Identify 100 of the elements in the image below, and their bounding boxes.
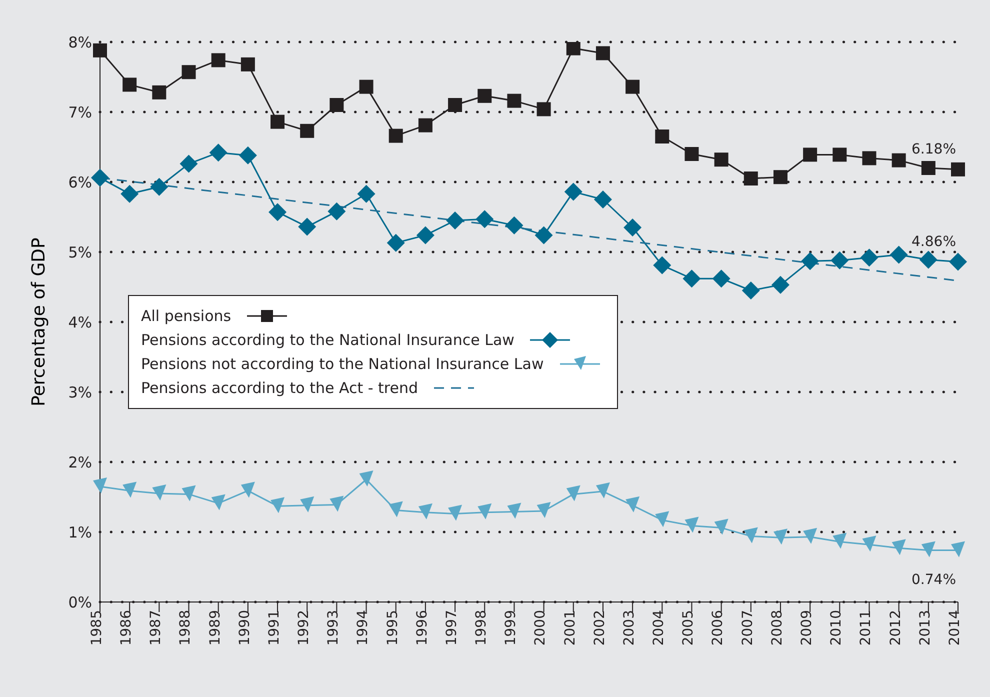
point <box>418 503 432 520</box>
x-tick-label: 1995 <box>384 610 401 646</box>
point <box>300 124 314 138</box>
point <box>268 203 287 222</box>
x-tick-label: 2011 <box>858 610 874 646</box>
y-axis-title: Percentage of GDP <box>28 238 50 406</box>
point <box>476 210 494 228</box>
y-tick-label: 5% <box>68 243 92 262</box>
point <box>418 118 432 132</box>
point <box>890 246 908 264</box>
x-tick-label: 1985 <box>88 610 105 646</box>
point <box>330 496 344 512</box>
point <box>566 485 580 502</box>
point <box>122 78 137 92</box>
point <box>564 182 582 201</box>
point <box>534 226 553 244</box>
x-tick-label: 2008 <box>769 610 786 646</box>
x-tick-label: 2000 <box>532 610 549 646</box>
legend-label: Pensions according to the National Insurance Law <box>141 331 514 349</box>
x-tick-label: 1998 <box>474 610 490 646</box>
point <box>209 144 228 162</box>
x-tick-label: 1992 <box>296 610 312 646</box>
point <box>507 94 522 108</box>
point <box>328 202 346 220</box>
x-tick-label: 1997 <box>444 610 460 646</box>
x-tick-label: 2012 <box>888 610 904 646</box>
point <box>801 252 820 270</box>
point <box>238 146 257 164</box>
point <box>803 528 818 544</box>
point <box>919 250 938 269</box>
x-tick-label: 2003 <box>621 610 638 646</box>
y-tick-label: 3% <box>68 383 92 402</box>
point <box>566 42 580 56</box>
y-tick-label: 6% <box>68 173 92 192</box>
point <box>773 528 788 545</box>
point <box>771 276 790 294</box>
point <box>832 148 847 162</box>
point <box>773 170 788 184</box>
point <box>624 218 642 236</box>
x-tick-label: 1999 <box>503 610 520 646</box>
y-tick-label: 4% <box>68 313 92 332</box>
point <box>270 114 285 129</box>
x-tick-label: 1987 <box>148 610 164 646</box>
x-tick-label: 2001 <box>562 610 578 646</box>
x-tick-label: 2005 <box>680 610 697 646</box>
point <box>921 161 936 175</box>
annotation: 6.18% <box>912 141 956 158</box>
point <box>626 80 640 94</box>
point <box>330 98 344 112</box>
point <box>684 147 699 161</box>
point <box>505 216 524 234</box>
point <box>448 504 462 521</box>
x-tick-label: 2013 <box>917 610 934 646</box>
point <box>921 541 936 558</box>
x-tick-label: 1988 <box>178 610 194 646</box>
point <box>270 497 285 514</box>
point <box>211 53 226 68</box>
point <box>120 184 139 203</box>
y-tick-label: 1% <box>68 523 92 542</box>
point <box>91 168 109 187</box>
x-tick-label: 2010 <box>828 610 845 646</box>
point <box>150 178 168 196</box>
point <box>596 482 610 498</box>
x-tick-label: 2002 <box>592 610 608 646</box>
x-tick-label: 1994 <box>355 610 372 646</box>
x-tick-label: 2014 <box>946 610 963 646</box>
point <box>951 162 965 176</box>
point <box>949 252 967 271</box>
point <box>655 511 670 528</box>
point <box>448 98 462 112</box>
point <box>860 248 878 267</box>
point <box>714 152 728 167</box>
point <box>862 151 876 166</box>
x-tick-label: 2009 <box>799 610 816 646</box>
legend-label: Pensions according to the Act - trend <box>141 379 418 397</box>
point <box>122 482 137 498</box>
x-tick-label: 1996 <box>414 610 430 646</box>
point <box>742 282 760 300</box>
point <box>357 184 376 203</box>
y-tick-label: 2% <box>68 453 92 472</box>
point <box>655 130 670 144</box>
point <box>536 502 551 518</box>
x-tick-label: 2007 <box>740 610 756 646</box>
point <box>93 43 107 58</box>
legend-label: All pensions <box>141 307 232 325</box>
point <box>653 256 672 274</box>
x-tick-label: 2006 <box>710 610 726 646</box>
x-tick-label: 1990 <box>236 610 253 646</box>
x-tick-label: 1991 <box>266 610 282 646</box>
point <box>803 148 818 162</box>
point <box>240 482 255 498</box>
point <box>152 85 166 100</box>
point <box>182 485 196 502</box>
point <box>536 102 551 116</box>
annotation: 4.86% <box>912 234 956 250</box>
point <box>386 234 405 252</box>
point <box>446 212 464 230</box>
point <box>507 502 522 519</box>
x-tick-label: 1993 <box>326 610 342 646</box>
y-tick-label: 8% <box>68 33 92 52</box>
